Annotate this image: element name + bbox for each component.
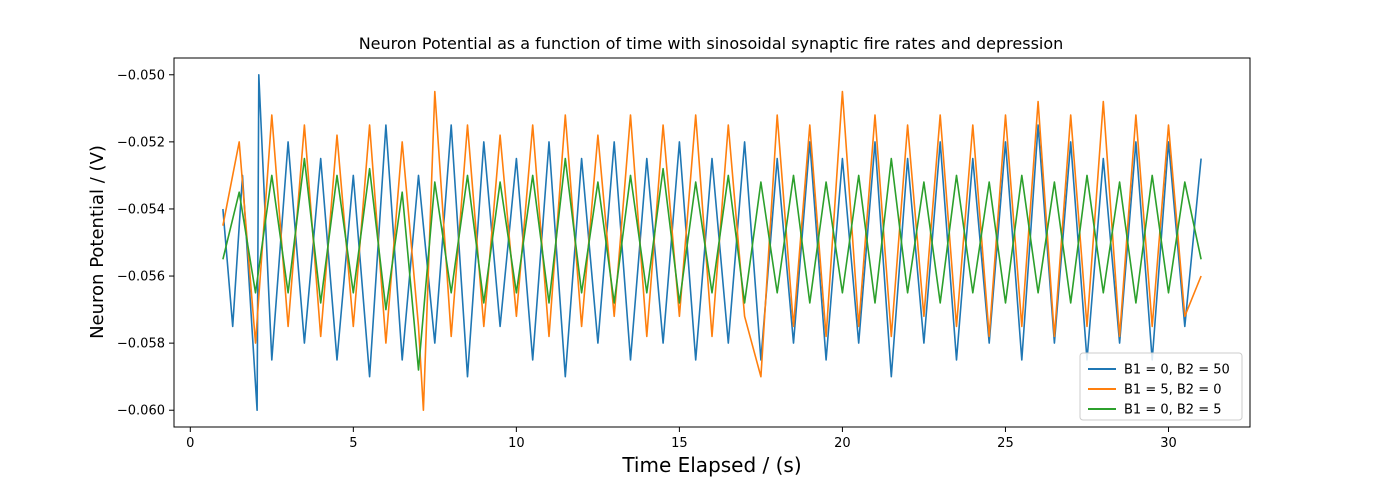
chart-title: Neuron Potential as a function of time w… <box>359 34 1064 53</box>
series-line-1 <box>222 74 1202 412</box>
legend-box <box>1079 352 1243 421</box>
y-tick-label: −0.054 <box>117 202 165 217</box>
plot-frame <box>173 57 1251 428</box>
y-tick-label: −0.058 <box>117 337 165 352</box>
y-tick-label: −0.056 <box>117 270 165 285</box>
x-axis: 0 5 10 15 20 25 30 <box>186 427 1177 451</box>
x-tick-label: 30 <box>1160 436 1177 451</box>
x-axis-label: Time Elapsed / (s) <box>621 453 801 477</box>
x-tick-label: 20 <box>834 436 851 451</box>
legend-label: B1 = 0, B2 = 50 <box>1124 363 1230 378</box>
series-line-2 <box>222 90 1202 412</box>
y-axis: −0.060 −0.058 −0.056 −0.054 −0.052 −0.050 <box>117 68 174 419</box>
legend-label: B1 = 5, B2 = 0 <box>1124 383 1222 398</box>
y-tick-label: −0.050 <box>117 68 165 83</box>
legend-label: B1 = 0, B2 = 5 <box>1124 403 1222 418</box>
x-tick-label: 5 <box>349 436 357 451</box>
x-tick-label: 15 <box>671 436 688 451</box>
y-tick-label: −0.060 <box>117 404 165 419</box>
x-tick-label: 25 <box>997 436 1014 451</box>
series-layer <box>222 74 1202 412</box>
y-axis-label: Neuron Potential / (V) <box>87 145 108 339</box>
legend: B1 = 0, B2 = 50 B1 = 5, B2 = 0 B1 = 0, B2 … <box>1079 352 1243 421</box>
x-tick-label: 10 <box>508 436 525 451</box>
y-tick-label: −0.052 <box>117 135 165 150</box>
series-line-3 <box>222 157 1202 371</box>
x-tick-label: 0 <box>186 436 194 451</box>
